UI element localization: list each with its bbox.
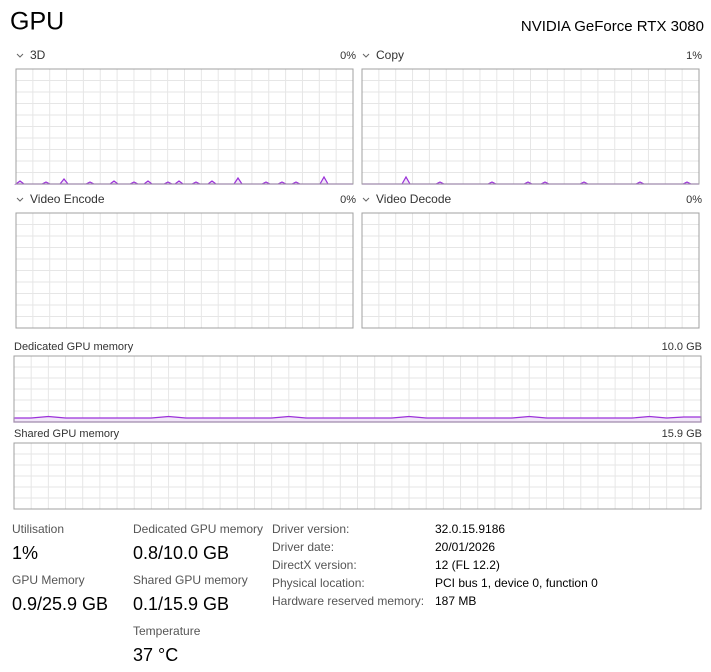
detail-label: Hardware reserved memory: — [272, 594, 424, 608]
detail-value: 32.0.15.9186 — [435, 522, 505, 536]
stat-value: 0.9/25.9 GB — [12, 594, 108, 614]
page-title: GPU — [10, 8, 64, 36]
chevron — [16, 53, 24, 58]
stat-value: 1% — [12, 543, 38, 563]
device-name: NVIDIA GeForce RTX 3080 — [521, 18, 704, 35]
graph-frame — [361, 68, 700, 185]
graph-value: 0% — [340, 50, 356, 62]
stat-value: 0.1/15.9 GB — [133, 594, 229, 614]
stat-label: Utilisation — [12, 522, 64, 536]
detail-value: 12 (FL 12.2) — [435, 558, 500, 572]
detail-value: 20/01/2026 — [435, 540, 495, 554]
graph-label: Video Decode — [376, 192, 451, 206]
graph-frame — [15, 68, 354, 185]
chevron — [362, 53, 370, 58]
stat-label: Dedicated GPU memory — [133, 522, 263, 536]
graph-label: Shared GPU memory — [14, 428, 120, 440]
graph-label: Copy — [376, 48, 404, 62]
graph-label: Dedicated GPU memory — [14, 341, 134, 353]
detail-label: Driver date: — [272, 540, 334, 554]
chevron — [362, 197, 370, 202]
graph-value: 10.0 GB — [662, 341, 702, 353]
graph-value: 0% — [686, 194, 702, 206]
stat-value: 37 °C — [133, 645, 178, 665]
stat-value: 0.8/10.0 GB — [133, 543, 229, 563]
detail-value: PCI bus 1, device 0, function 0 — [435, 576, 598, 590]
graph-value: 1% — [686, 50, 702, 62]
stat-label: Shared GPU memory — [133, 573, 248, 587]
graph-frame — [13, 355, 702, 423]
graph-frame — [13, 442, 702, 510]
chevron — [16, 197, 24, 202]
graph-frame — [361, 212, 700, 329]
graph-frame — [15, 212, 354, 329]
detail-label: Driver version: — [272, 522, 349, 536]
graph-label: Video Encode — [30, 192, 105, 206]
stat-label: Temperature — [133, 624, 201, 638]
graph-value: 15.9 GB — [662, 428, 702, 440]
graph-label: 3D — [30, 48, 46, 62]
graph-value: 0% — [340, 194, 356, 206]
stat-label: GPU Memory — [12, 573, 85, 587]
usage-trace — [13, 415, 702, 423]
detail-label: DirectX version: — [272, 558, 357, 572]
detail-value: 187 MB — [435, 594, 476, 608]
detail-label: Physical location: — [272, 576, 365, 590]
